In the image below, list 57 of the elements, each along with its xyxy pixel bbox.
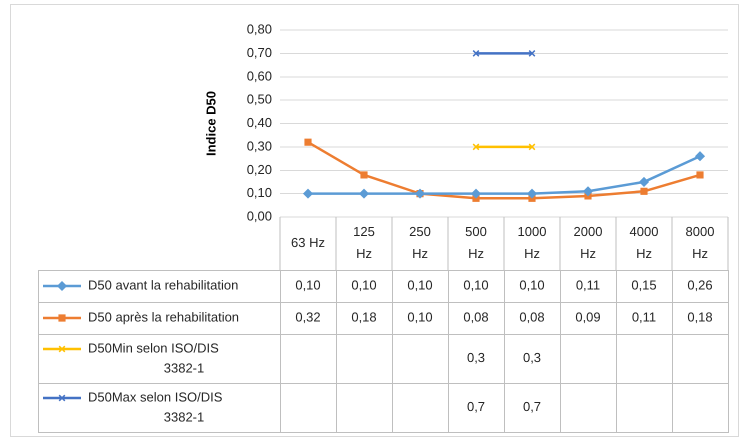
data-label: 0,08 — [463, 310, 489, 325]
y-tick-label: 0,70 — [246, 44, 272, 60]
point — [472, 50, 480, 57]
point — [528, 50, 536, 57]
data-label: 0,32 — [295, 310, 321, 325]
point — [639, 177, 649, 187]
y-tick-label: 0,00 — [246, 208, 272, 224]
legend-label: D50Min selon ISO/DIS 3382-1 — [88, 340, 220, 376]
data-label: 0,3 — [466, 350, 486, 366]
data-label: 0,11 — [632, 310, 656, 325]
x-tick-label: 500 Hz — [465, 224, 487, 262]
y-tick-label: 0,20 — [246, 162, 272, 177]
y-tick-label: 0,80 — [246, 22, 272, 37]
y-tick-label: 0,60 — [246, 68, 272, 84]
point — [471, 188, 481, 198]
x-tick-label: 4000 Hz — [630, 224, 658, 262]
data-label: 0,3 — [522, 350, 542, 366]
x-tick-label: 8000 Hz — [686, 224, 714, 262]
y-tick-label: 0,30 — [246, 138, 272, 154]
x-tick-label: 250 Hz — [409, 224, 431, 262]
point — [303, 188, 313, 198]
point — [359, 188, 369, 198]
y-axis-title: Indice D50 — [203, 90, 218, 156]
data-label: 0,7 — [522, 399, 542, 414]
data-label: 0,11 — [576, 278, 600, 293]
data-label: 0,10 — [351, 278, 377, 293]
x-tick-label: 2000 Hz — [574, 224, 602, 262]
point — [472, 143, 480, 150]
data-label: 0,10 — [407, 278, 433, 293]
point — [304, 138, 312, 146]
x-tick-label: 63 Hz — [291, 235, 325, 250]
data-label: 0,18 — [687, 310, 713, 325]
data-label: 0,10 — [295, 278, 321, 293]
x-tick-label: 1000 Hz — [518, 224, 546, 262]
point — [527, 188, 537, 198]
legend-label: D50 après la rehabilitation — [88, 310, 240, 325]
y-tick-label: 0,50 — [246, 92, 272, 107]
x-tick-label: 125 Hz — [353, 224, 375, 262]
y-tick-label: 0,40 — [246, 115, 272, 130]
y-tick-label: 0,10 — [246, 185, 272, 200]
point — [528, 143, 536, 150]
data-label: 0,09 — [575, 310, 601, 325]
data-label: 0,18 — [351, 310, 377, 325]
point — [695, 151, 705, 161]
point — [583, 186, 593, 196]
point — [696, 171, 704, 179]
legend-label: D50Max selon ISO/DIS 3382-1 — [88, 390, 223, 425]
data-label: 0,26 — [687, 278, 713, 293]
point — [640, 188, 648, 195]
data-label: 0,7 — [466, 399, 486, 414]
data-label: 0,10 — [407, 310, 433, 325]
data-label: 0,10 — [519, 278, 545, 293]
data-label: 0,15 — [631, 278, 657, 293]
data-label: 0,10 — [463, 278, 489, 293]
point — [360, 171, 368, 179]
legend-label: D50 avant la rehabilitation — [88, 278, 238, 293]
data-label: 0,08 — [519, 310, 545, 325]
